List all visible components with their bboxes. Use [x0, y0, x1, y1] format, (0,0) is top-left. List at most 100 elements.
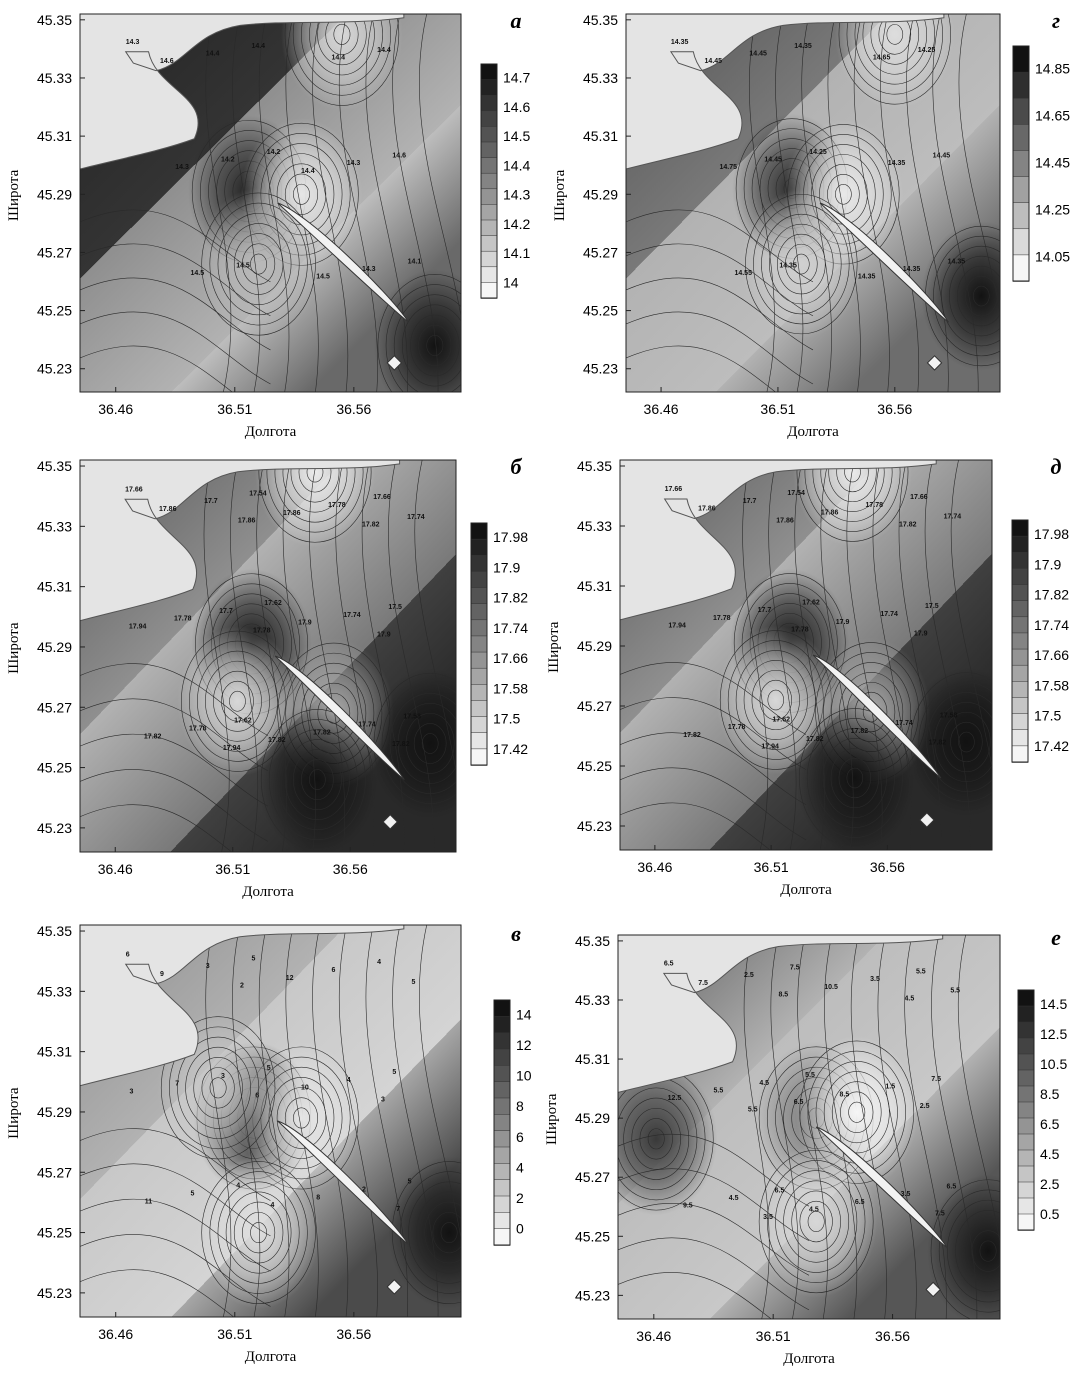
contour-line — [930, 1179, 1000, 1319]
colorbar-swatch — [1011, 616, 1029, 634]
colorbar-tick-label: 12.5 — [1040, 1026, 1067, 1042]
contour-label: 17.54 — [249, 490, 267, 497]
field-extremum — [921, 221, 1000, 371]
contour-label: 17.66 — [910, 494, 928, 501]
field-extremum — [755, 1145, 878, 1298]
contour-line — [828, 460, 877, 503]
colorbar-swatch — [480, 235, 498, 252]
contour-label: 7.5 — [790, 965, 800, 972]
contour-line — [80, 663, 269, 736]
contour-line — [201, 192, 316, 336]
contour-line — [924, 460, 971, 850]
y-axis-title: Широта — [6, 1087, 22, 1139]
contour-label: 17.62 — [773, 716, 791, 723]
contour-line — [258, 925, 290, 1317]
contour-label: 10 — [301, 1085, 309, 1092]
y-tick-label: 45.27 — [577, 698, 612, 714]
contour-label: 17.86 — [283, 510, 301, 517]
y-tick-label: 45.31 — [575, 1051, 610, 1067]
contour-line — [298, 460, 332, 493]
contour-line — [410, 314, 460, 377]
contour-line — [80, 1234, 271, 1307]
colorbar-swatch — [480, 157, 498, 174]
contour-label: 17.66 — [373, 494, 391, 501]
field-extremum — [792, 460, 913, 547]
contour-line — [751, 669, 800, 731]
contour-label: 8.5 — [840, 1091, 850, 1098]
colorbar-tick-label: 17.9 — [493, 559, 520, 575]
map-frame — [625, 13, 1001, 393]
contour-line — [221, 680, 254, 722]
colorbar-frame — [1012, 45, 1030, 282]
colorbar-swatch — [480, 204, 498, 221]
colorbar-swatch — [1011, 697, 1029, 715]
colorbar-frame — [470, 522, 488, 766]
colorbar-swatch — [1012, 97, 1030, 126]
spit-island — [819, 202, 949, 323]
y-tick-label: 45.35 — [37, 458, 72, 474]
contour-label: 14.45 — [933, 153, 951, 160]
contour-line — [284, 739, 350, 821]
contour-label: 17.78 — [253, 627, 271, 634]
contour-label: 17.9 — [836, 619, 850, 626]
y-tick-label: 45.29 — [575, 1110, 610, 1126]
colorbar-tick-label: 14.7 — [503, 70, 530, 86]
panel-letter: г — [1052, 8, 1060, 33]
colorbar-tick-label: 14.05 — [1035, 249, 1070, 265]
contour-label: 3 — [130, 1089, 134, 1096]
contour-line — [942, 711, 991, 773]
colorbar-swatch — [480, 63, 498, 81]
contour-label: 14.75 — [720, 164, 738, 171]
contour-label: 14.35 — [671, 39, 689, 46]
x-tick-label: 36.56 — [336, 401, 371, 417]
contour-line — [80, 1198, 271, 1272]
colorbar-tick-label: 6.5 — [1040, 1116, 1060, 1132]
colorbar-swatch — [493, 1179, 511, 1197]
y-tick-label: 45.27 — [37, 244, 72, 260]
contour-line — [80, 1128, 271, 1201]
contour-label: 17.74 — [880, 611, 898, 618]
y-tick-label: 45.33 — [37, 518, 72, 534]
colorbar-swatch — [1017, 1197, 1035, 1215]
map-panel-1: 14.3 14.2 14.1 14.4 14.6 14.5 14.4 14.2 14.3 14.4… — [6, 8, 530, 440]
contour-line — [205, 925, 232, 1317]
land-coast — [80, 14, 405, 170]
contour-label: 14.3 — [362, 266, 376, 273]
contour-line — [872, 460, 912, 850]
contour-line — [338, 14, 378, 392]
contour-line — [748, 14, 775, 392]
contour-line — [266, 460, 364, 533]
contour-label: 5 — [392, 1069, 396, 1076]
contour-line — [753, 203, 850, 325]
y-tick-label: 45.25 — [583, 303, 618, 319]
contour-line — [213, 670, 262, 732]
contour-line — [365, 14, 409, 392]
map-field: 6 5 5 5 5 4 4 3 2 3 4 5 6 7 8 9 10 11 12 3 4 5 6 7 2 3 — [80, 925, 461, 1317]
contour-label: 17.82 — [806, 736, 824, 743]
contour-line — [743, 935, 770, 1319]
contour-line — [413, 723, 447, 764]
small-island — [386, 1279, 403, 1295]
colorbar-swatch — [1012, 202, 1030, 230]
colorbar-swatch — [1017, 989, 1035, 1007]
contour-line — [256, 460, 287, 852]
contour-line — [293, 183, 310, 205]
contour-line — [185, 1046, 251, 1129]
contour-label: 17.82 — [268, 737, 286, 744]
contour-line — [309, 460, 346, 852]
colorbar-swatch — [470, 555, 488, 573]
contour-label: 14.6 — [392, 153, 406, 160]
colorbar-tick-label: 17.74 — [493, 620, 528, 636]
contour-line — [309, 769, 326, 790]
contour-label: 11 — [145, 1198, 153, 1205]
x-axis-title: Долгота — [245, 424, 297, 440]
field-extremum — [197, 187, 320, 341]
y-tick-label: 45.25 — [37, 303, 72, 319]
contour-line — [812, 460, 893, 522]
contour-line — [823, 1071, 890, 1154]
contour-label: 17.66 — [125, 486, 143, 493]
contour-line — [758, 1149, 874, 1294]
x-tick-label: 36.51 — [217, 1326, 252, 1342]
colorbar-tick-label: 14.85 — [1035, 61, 1070, 77]
contour-line — [623, 1097, 690, 1180]
